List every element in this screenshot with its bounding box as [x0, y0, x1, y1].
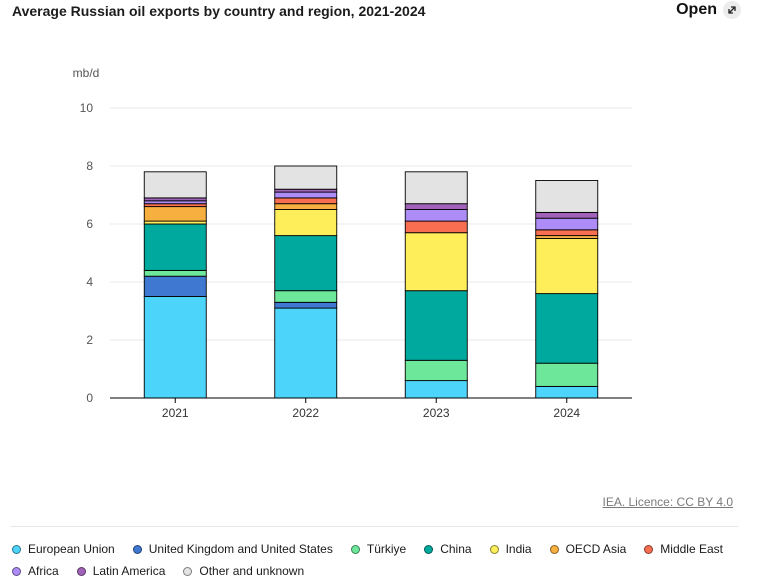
y-tick-label: 2 [86, 333, 93, 347]
bar-segment-united-kingdom-and-united-states-2021 [143, 275, 207, 297]
x-tick-label: 2023 [423, 406, 450, 420]
legend-label: China [440, 542, 472, 556]
legend-label: Türkiye [366, 542, 407, 556]
legend-item[interactable]: Latin America [76, 564, 166, 578]
bar-segment-middle-east-2024 [535, 229, 599, 237]
legend-swatch [183, 566, 193, 576]
legend-label: Africa [28, 564, 59, 578]
open-button[interactable]: Open [676, 1, 741, 19]
x-tick-label: 2022 [292, 406, 319, 420]
legend-item[interactable]: China [424, 542, 472, 556]
legend-swatch [350, 544, 360, 554]
y-tick-label: 10 [80, 101, 94, 115]
legend-item[interactable]: Africa [12, 564, 59, 578]
bar-segment-india-2024 [535, 238, 599, 295]
legend-swatch [76, 566, 86, 576]
legend-label: United Kingdom and United States [148, 542, 333, 556]
bar-segment-european-union-2023 [404, 380, 468, 399]
legend-item[interactable]: European Union [12, 542, 115, 556]
license-link[interactable]: IEA. Licence: CC BY 4.0 [602, 495, 733, 509]
legend-item[interactable]: India [489, 542, 532, 556]
bar-segment-india-2023 [404, 232, 468, 292]
bar-segment-africa-2023 [404, 209, 468, 222]
bar-segment-india-2022 [274, 209, 338, 237]
legend-swatch [12, 544, 21, 554]
legend-item[interactable]: OECD Asia [549, 542, 627, 556]
bar-segment-oecd-asia-2021 [143, 206, 207, 222]
bar-segment-t-rkiye-2023 [404, 359, 468, 382]
bar-segment-european-union-2021 [143, 296, 207, 399]
bar-segment-china-2022 [274, 235, 338, 292]
legend-item[interactable]: Other and unknown [183, 564, 304, 578]
legend-item[interactable]: Middle East [644, 542, 723, 556]
y-tick-label: 8 [86, 159, 93, 173]
bar-segment-united-kingdom-and-united-states-2022 [274, 301, 338, 309]
bar-segment-china-2023 [404, 290, 468, 361]
legend-label: Middle East [660, 542, 723, 556]
x-tick-label: 2021 [162, 406, 189, 420]
bar-segment-other-and-unknown-2022 [274, 165, 338, 190]
bar-segment-other-and-unknown-2024 [535, 180, 599, 213]
bar-segment-latin-america-2024 [535, 211, 599, 219]
bar-segment-european-union-2024 [535, 385, 599, 399]
legend-swatch [644, 544, 654, 554]
bar-segment-china-2021 [143, 223, 207, 271]
y-tick-label: 0 [86, 391, 93, 405]
bar-segment-africa-2024 [535, 217, 599, 231]
y-tick-label: 4 [86, 275, 93, 289]
legend-item[interactable]: Türkiye [350, 542, 407, 556]
legend-item[interactable]: United Kingdom and United States [132, 542, 333, 556]
legend-swatch [424, 544, 434, 554]
legend-swatch [12, 566, 21, 576]
bar-segment-middle-east-2022 [274, 197, 338, 205]
legend-label: European Union [28, 542, 115, 556]
legend-swatch [132, 544, 142, 554]
legend-label: Other and unknown [199, 564, 305, 578]
open-label: Open [676, 1, 717, 18]
bar-segment-other-and-unknown-2023 [404, 171, 468, 205]
bar-segment-latin-america-2023 [404, 203, 468, 210]
y-axis-label: mb/d [73, 66, 100, 80]
expand-icon[interactable] [723, 1, 741, 19]
legend-label: OECD Asia [565, 542, 627, 556]
bar-segment-china-2024 [535, 293, 599, 364]
bar-segment-european-union-2022 [274, 307, 338, 399]
x-tick-label: 2024 [553, 406, 580, 420]
legend: European Union United Kingdom and United … [12, 542, 747, 578]
bar-segment-t-rkiye-2022 [274, 290, 338, 303]
legend-swatch [489, 544, 499, 554]
bar-segment-other-and-unknown-2021 [143, 171, 207, 199]
bar-segment-t-rkiye-2021 [143, 269, 207, 277]
chart-title: Average Russian oil exports by country a… [12, 3, 426, 19]
stacked-bar-chart: mb/d 0 2 4 6 8 10 2021 2022 2023 2024 [73, 66, 632, 420]
bar-segment-africa-2022 [274, 191, 338, 199]
bar-segment-oecd-asia-2022 [274, 203, 338, 210]
legend-label: India [505, 542, 532, 556]
legend-divider [10, 526, 738, 527]
bar-segment-middle-east-2023 [404, 220, 468, 234]
legend-label: Latin America [92, 564, 166, 578]
y-tick-label: 6 [86, 217, 93, 231]
legend-swatch [549, 544, 559, 554]
bar-segment-t-rkiye-2024 [535, 362, 599, 387]
